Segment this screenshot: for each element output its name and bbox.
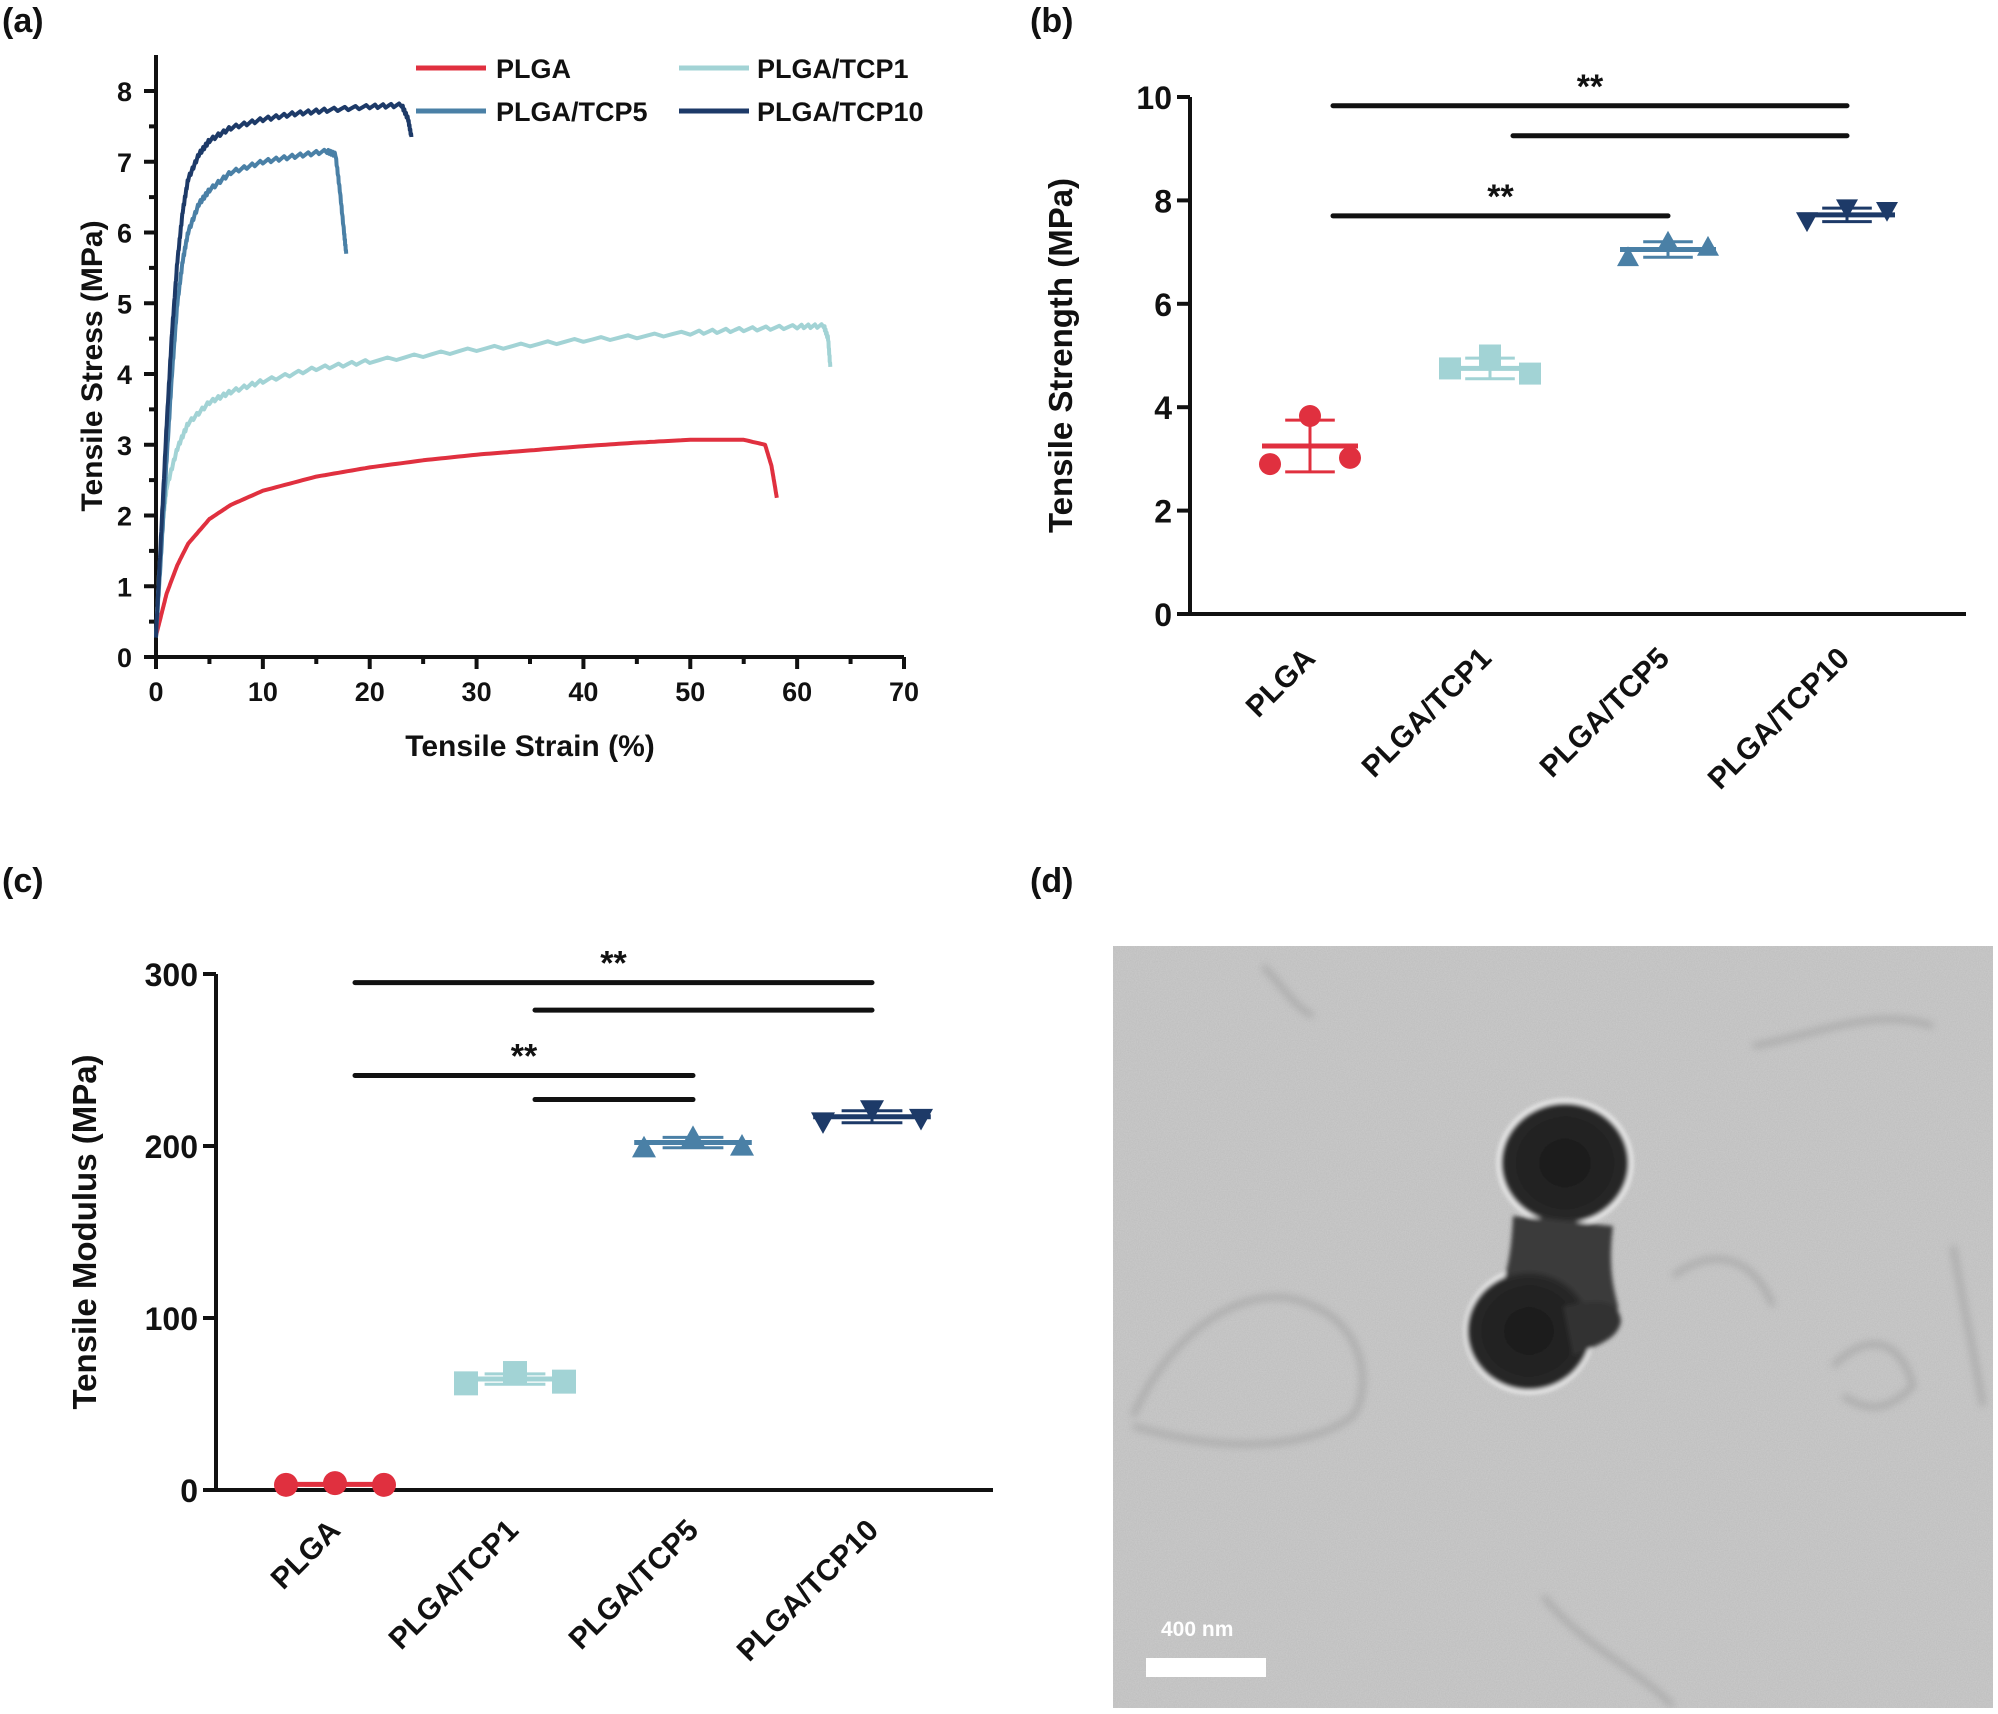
y-tick-label: 7 [117,148,132,178]
y-tick-label: 1 [117,572,132,602]
group-plga-tcp1 [1439,344,1541,385]
group-plga-tcp1 [454,1361,576,1396]
y-tick-label: 2 [117,502,132,532]
panel-label-b: (b) [1030,2,1074,40]
significance-label: ** [1577,68,1604,106]
tem-micrograph: 400 nm [1113,946,1993,1708]
panel-label-d: (d) [1030,862,1074,900]
group-plga-tcp10 [1796,199,1898,233]
y-tick-label: 8 [117,77,132,107]
x-tick-label: 30 [462,677,492,707]
y-tick-label: 4 [1154,390,1172,426]
category-label: PLGA/TCP5 [1534,642,1676,784]
group-plga-tcp5 [632,1125,754,1158]
legend: PLGA PLGA/TCP1 PLGA/TCP5 PLGA/TCP10 [416,54,924,127]
legend-label: PLGA/TCP1 [757,54,909,84]
tensile-strength-scatter-chart: 0 2 4 6 8 10 Tensile Strength (MPa) PLGA PLGA/TC… [1042,68,1966,796]
scale-bar [1146,1658,1266,1677]
x-axis-title: Tensile Strain (%) [405,730,655,763]
series-line-plga-tcp10 [154,101,414,638]
stress-strain-line-chart: 0 10 20 30 40 50 60 70 0 1 2 3 4 5 6 7 8 Tensile Strain (… [76,54,924,763]
legend-label: PLGA [496,54,571,84]
group-plga-tcp5 [1617,230,1719,267]
y-tick-label: 5 [117,289,132,319]
y-axis-title: Tensile Stress (MPa) [76,220,109,511]
category-label: PLGA/TCP10 [731,1514,885,1668]
axes [1188,97,1966,616]
series-line-plga [154,437,779,637]
x-tick-label: 10 [248,677,278,707]
x-tick-label: 20 [355,677,385,707]
y-tick-label: 0 [180,1473,198,1509]
category-label: PLGA/TCP5 [563,1514,705,1656]
y-tick-label: 100 [145,1301,198,1337]
panel-label-a: (a) [2,2,44,40]
group-plga [1259,404,1361,476]
category-label: PLGA/TCP1 [1356,642,1498,784]
tensile-modulus-scatter-chart: 0 100 200 300 Tensile Modulus (MPa) PLGA PLGA/… [66,945,993,1668]
y-axis-title: Tensile Strength (MPa) [1042,178,1079,533]
y-tick-label: 10 [1136,80,1172,116]
y-tick-label: 300 [145,957,198,993]
y-tick-label: 0 [1154,597,1172,633]
axes [214,974,993,1492]
series-line-plga-tcp5 [154,147,349,638]
category-label: PLGA/TCP10 [1702,642,1856,796]
y-tick-label: 8 [1154,183,1172,219]
y-tick-label: 3 [117,431,132,461]
x-tick-label: 50 [675,677,705,707]
legend-label: PLGA/TCP5 [496,97,648,127]
significance-label: ** [600,945,627,983]
y-tick-label: 6 [1154,287,1172,323]
x-tick-label: 0 [148,677,163,707]
x-tick-label: 60 [782,677,812,707]
category-label: PLGA/TCP1 [383,1514,525,1656]
panel-label-c: (c) [2,862,44,900]
category-label: PLGA [265,1514,347,1596]
category-label: PLGA [1240,642,1322,724]
scale-bar-label: 400 nm [1161,1618,1234,1641]
significance-label: ** [1487,178,1514,216]
x-tick-label: 70 [889,677,919,707]
y-tick-label: 4 [117,360,132,390]
x-tick-label: 40 [568,677,598,707]
y-tick-label: 6 [117,219,132,249]
group-plga-tcp10 [811,1100,933,1134]
tem-particle-image [1113,946,1993,1708]
y-tick-label: 200 [145,1129,198,1165]
y-tick-label: 0 [117,643,132,673]
group-plga [274,1471,396,1497]
legend-label: PLGA/TCP10 [757,97,924,127]
y-axis-title: Tensile Modulus (MPa) [66,1054,103,1409]
y-tick-label: 2 [1154,494,1172,530]
significance-label: ** [511,1037,538,1075]
